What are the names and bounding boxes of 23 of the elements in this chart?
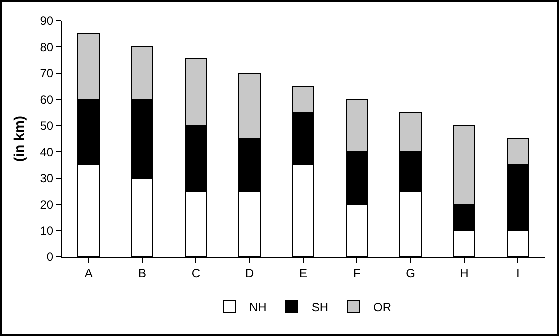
y-tick-label: 30 — [40, 172, 54, 186]
legend-label: OR — [374, 300, 392, 315]
x-tick-label: D — [245, 266, 254, 280]
legend-label: SH — [312, 300, 329, 315]
x-tick-label: F — [354, 266, 361, 280]
x-tick-label: B — [138, 266, 147, 280]
y-tick-label: 60 — [40, 92, 54, 107]
y-tick-label: 70 — [40, 66, 54, 81]
y-tick-label: 40 — [40, 145, 54, 160]
y-tick-label: 10 — [40, 224, 54, 238]
legend-label: NH — [250, 300, 267, 315]
y-tick-label: 80 — [40, 40, 54, 54]
x-tick-label: H — [460, 266, 469, 280]
x-tick-label: I — [516, 266, 520, 280]
x-tick-label: G — [406, 266, 416, 280]
y-tick-label: 90 — [40, 14, 54, 28]
y-tick-label: 50 — [40, 119, 54, 134]
x-tick-label: E — [299, 266, 308, 280]
y-axis-title: (in km) — [11, 116, 27, 162]
y-tick-label: 0 — [46, 250, 54, 264]
x-tick-label: C — [192, 266, 201, 280]
x-tick-label: A — [84, 266, 93, 280]
y-tick-label: 20 — [40, 198, 54, 212]
